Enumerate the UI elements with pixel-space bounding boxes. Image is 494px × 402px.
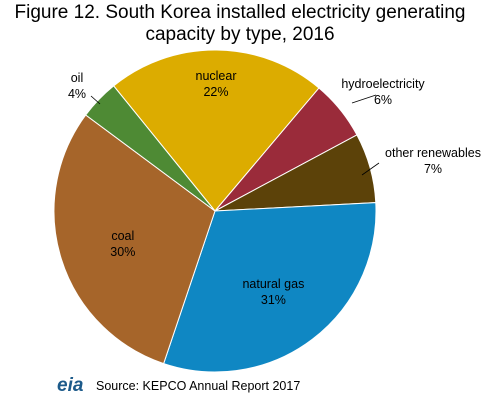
value-label: 22% bbox=[203, 85, 228, 99]
slice-label: other renewables bbox=[385, 146, 481, 160]
chart-title: Figure 12. South Korea installed electri… bbox=[14, 2, 466, 45]
logo: eia bbox=[57, 375, 84, 396]
leader-line bbox=[90, 95, 101, 105]
slice-label: coal bbox=[111, 229, 134, 243]
value-label: 30% bbox=[110, 245, 135, 259]
leader-line bbox=[361, 162, 380, 176]
slice-label: nuclear bbox=[196, 69, 237, 83]
value-label: 6% bbox=[374, 93, 392, 107]
pie-slice bbox=[85, 85, 216, 212]
pie-slice bbox=[112, 49, 320, 212]
value-label: 7% bbox=[424, 162, 442, 176]
pie-slice bbox=[53, 114, 216, 365]
value-label: 4% bbox=[68, 87, 86, 101]
leader-line bbox=[351, 94, 377, 104]
slice-label: oil bbox=[71, 71, 84, 85]
pie-slice bbox=[163, 202, 377, 373]
source: Source: KEPCO Annual Report 2017 bbox=[96, 379, 300, 393]
slice-label: natural gas bbox=[242, 277, 304, 291]
value-label: 31% bbox=[261, 293, 286, 307]
slice-label: hydroelectricity bbox=[341, 77, 425, 91]
